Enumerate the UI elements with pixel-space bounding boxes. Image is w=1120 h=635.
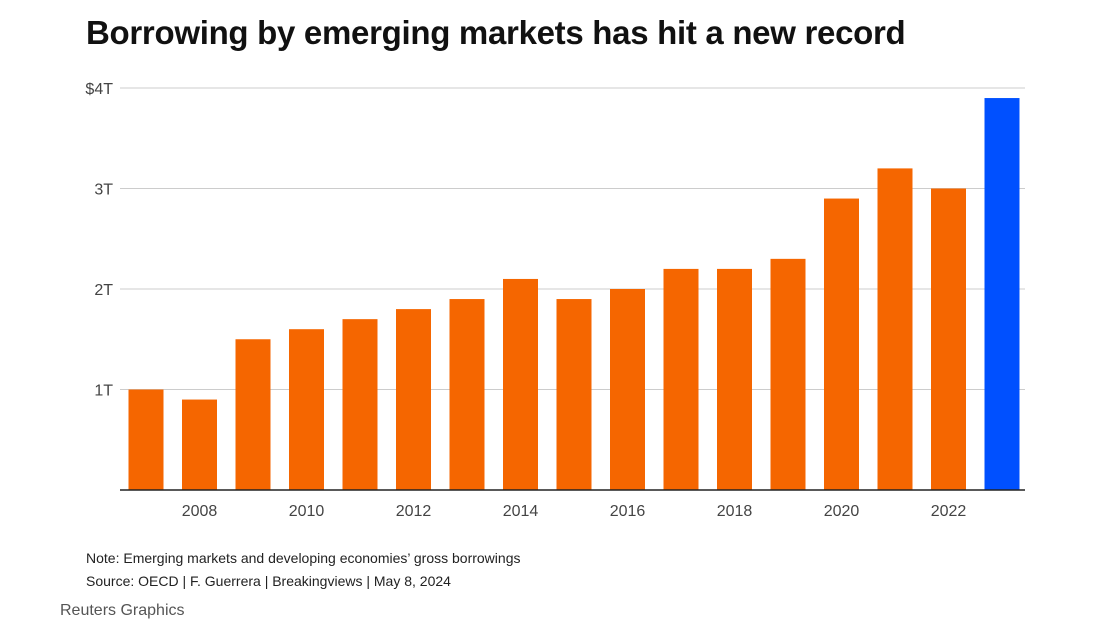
bar-2009 — [235, 339, 271, 490]
y-tick-label: 1T — [94, 383, 113, 400]
bar-2018 — [717, 268, 752, 490]
bar-2016 — [610, 289, 645, 490]
chart-source: Source: OECD | F. Guerrera | Breakingvie… — [86, 573, 451, 589]
y-tick-label: $4T — [85, 81, 113, 98]
chart-note: Note: Emerging markets and developing ec… — [86, 550, 521, 566]
x-tick-label: 2018 — [717, 503, 753, 520]
bar-2014 — [503, 278, 538, 490]
bar-2015 — [556, 299, 592, 490]
x-tick-label: 2016 — [610, 503, 646, 520]
x-tick-label: 2012 — [396, 503, 432, 520]
y-tick-label: 3T — [94, 182, 113, 199]
bar-2008 — [182, 399, 217, 490]
bars — [128, 98, 1020, 491]
bar-2022 — [931, 188, 966, 490]
credit-label: Reuters Graphics — [60, 602, 185, 619]
x-axis-labels: 2008 2010 2012 2014 2016 2018 2020 2022 — [182, 503, 967, 520]
bar-2012 — [396, 309, 431, 490]
y-tick-label: 2T — [94, 282, 113, 299]
y-axis-labels: 1T 2T 3T $4T — [85, 81, 113, 400]
bar-2019 — [770, 258, 806, 490]
bar-2011 — [342, 319, 378, 490]
x-tick-label: 2022 — [931, 503, 967, 520]
bar-2021 — [877, 168, 913, 490]
x-tick-label: 2008 — [182, 503, 218, 520]
bar-2007 — [128, 389, 164, 490]
x-tick-label: 2020 — [824, 503, 860, 520]
gridlines — [120, 87, 1025, 390]
bar-2013 — [449, 299, 485, 490]
bar-2017 — [663, 268, 699, 490]
bar-2010 — [289, 329, 324, 490]
bar-2020 — [824, 198, 859, 491]
x-tick-label: 2014 — [503, 503, 539, 520]
chart-title: Borrowing by emerging markets has hit a … — [86, 14, 906, 51]
bar-2023 — [984, 98, 1020, 491]
x-tick-label: 2010 — [289, 503, 325, 520]
